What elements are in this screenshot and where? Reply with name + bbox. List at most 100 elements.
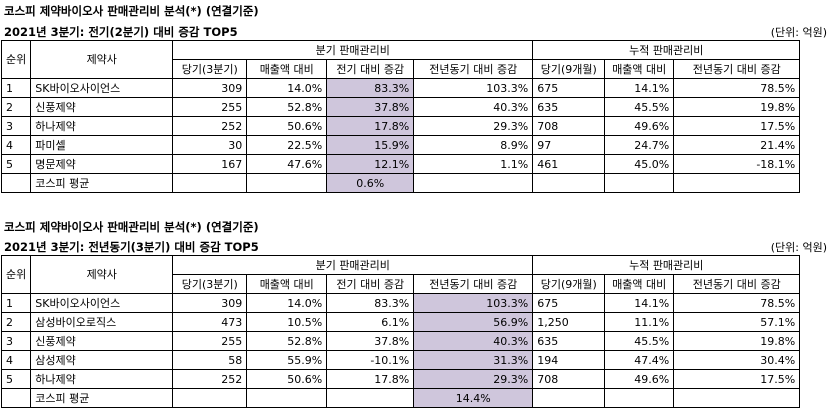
yoy-cell: 29.3% bbox=[413, 369, 534, 389]
company-cell: 신풍제약 bbox=[30, 97, 174, 117]
company-header: 제약사 bbox=[30, 255, 174, 294]
cumulative-ratio-cell: 47.4% bbox=[604, 350, 675, 370]
col-header: 전기 대비 증감 bbox=[326, 274, 415, 294]
col-header: 당기(9개월) bbox=[532, 274, 606, 294]
col-header: 당기(3분기) bbox=[172, 59, 248, 79]
rank-cell: 4 bbox=[0, 350, 32, 370]
cumulative-ratio-cell: 14.1% bbox=[604, 78, 675, 98]
quarter-ratio-cell: 22.5% bbox=[246, 135, 328, 155]
table-row: 2 신풍제약 255 52.8% 37.8% 40.3% 635 45.5% 1… bbox=[0, 97, 801, 117]
table-row: 1 SK바이오사이언스 309 14.0% 83.3% 103.3% 675 1… bbox=[0, 78, 801, 98]
table-row: 5 명문제약 167 47.6% 12.1% 1.1% 461 45.0% -1… bbox=[0, 154, 801, 174]
cumulative-yoy-cell: 17.5% bbox=[673, 116, 801, 136]
cumulative-ratio-cell: 45.5% bbox=[604, 97, 675, 117]
cumulative-yoy-cell: 57.1% bbox=[673, 312, 801, 332]
quarter-value-cell: 255 bbox=[172, 97, 248, 117]
col-header: 전기 대비 증감 bbox=[326, 59, 415, 79]
qoq-cell: 12.1% bbox=[326, 154, 415, 174]
cumulative-yoy-cell: 17.5% bbox=[673, 369, 801, 389]
quarter-ratio-cell: 47.6% bbox=[246, 154, 328, 174]
company-cell: SK바이오사이언스 bbox=[30, 78, 174, 98]
rank-cell: 2 bbox=[0, 312, 32, 332]
cumulative-ratio-cell: 49.6% bbox=[604, 116, 675, 136]
cumulative-yoy-cell: 21.4% bbox=[673, 135, 801, 155]
col-header: 당기(9개월) bbox=[532, 59, 606, 79]
company-cell: 신풍제약 bbox=[30, 331, 174, 351]
cumulative-ratio-cell: 49.6% bbox=[604, 369, 675, 389]
rank-cell: 4 bbox=[0, 135, 32, 155]
average-row: 코스피 평균 14.4% bbox=[0, 388, 801, 408]
quarter-ratio-cell: 14.0% bbox=[246, 293, 328, 313]
col-header: 매출액 대비 bbox=[246, 59, 328, 79]
table-row: 2 삼성바이오로직스 473 10.5% 6.1% 56.9% 1,250 11… bbox=[0, 312, 801, 332]
rank-cell: 3 bbox=[0, 116, 32, 136]
cumulative-yoy-cell: 78.5% bbox=[673, 293, 801, 313]
company-header: 제약사 bbox=[30, 40, 174, 79]
quarter-ratio-cell: 50.6% bbox=[246, 369, 328, 389]
section1-title: 코스피 제약바이오사 판매관리비 분석(*) (연결기준) bbox=[4, 4, 259, 18]
cumulative-ratio-cell: 11.1% bbox=[604, 312, 675, 332]
col-header: 전년동기 대비 증감 bbox=[673, 274, 801, 294]
col-header: 당기(3분기) bbox=[172, 274, 248, 294]
qoq-cell: 6.1% bbox=[326, 312, 415, 332]
average-label: 코스피 평균 bbox=[30, 173, 174, 193]
quarter-value-cell: 309 bbox=[172, 293, 248, 313]
qoq-cell: 15.9% bbox=[326, 135, 415, 155]
yoy-cell: 31.3% bbox=[413, 350, 534, 370]
cumulative-ratio-cell: 24.7% bbox=[604, 135, 675, 155]
yoy-cell: 103.3% bbox=[413, 293, 534, 313]
qoq-cell: 37.8% bbox=[326, 97, 415, 117]
qoq-cell: 83.3% bbox=[326, 78, 415, 98]
company-cell: 명문제약 bbox=[30, 154, 174, 174]
cumulative-value-cell: 708 bbox=[532, 369, 606, 389]
qoq-cell: 83.3% bbox=[326, 293, 415, 313]
average-label: 코스피 평균 bbox=[30, 388, 174, 408]
table-row: 4 파미셀 30 22.5% 15.9% 8.9% 97 24.7% 21.4% bbox=[0, 135, 801, 155]
company-cell: SK바이오사이언스 bbox=[30, 293, 174, 313]
qoq-cell: 37.8% bbox=[326, 331, 415, 351]
company-cell: 삼성바이오로직스 bbox=[30, 312, 174, 332]
yoy-cell: 8.9% bbox=[413, 135, 534, 155]
cumulative-ratio-cell: 45.0% bbox=[604, 154, 675, 174]
table-subheader-row: 당기(3분기) 매출액 대비 전기 대비 증감 전년동기 대비 증감 당기(9개… bbox=[2, 274, 801, 294]
cumulative-yoy-cell: 19.8% bbox=[673, 97, 801, 117]
table-header-row: 순위 제약사 분기 판매관리비 누적 판매관리비 bbox=[0, 40, 801, 79]
qoq-cell: 17.8% bbox=[326, 369, 415, 389]
quarter-ratio-cell: 50.6% bbox=[246, 116, 328, 136]
cumulative-yoy-cell: 19.8% bbox=[673, 331, 801, 351]
quarter-value-cell: 309 bbox=[172, 78, 248, 98]
section1-subtitle: 2021년 3분기: 전기(2분기) 대비 증감 TOP5 bbox=[4, 25, 238, 39]
cumulative-value-cell: 461 bbox=[532, 154, 606, 174]
col-header: 매출액 대비 bbox=[246, 274, 328, 294]
table-row: 5 하나제약 252 50.6% 17.8% 29.3% 708 49.6% 1… bbox=[0, 369, 801, 389]
table-row: 1 SK바이오사이언스 309 14.0% 83.3% 103.3% 675 1… bbox=[0, 293, 801, 313]
table-row: 3 신풍제약 255 52.8% 37.8% 40.3% 635 45.5% 1… bbox=[0, 331, 801, 351]
yoy-cell: 103.3% bbox=[413, 78, 534, 98]
average-value: 0.6% bbox=[326, 173, 415, 193]
section1-table: 순위 제약사 분기 판매관리비 누적 판매관리비 당기(3분기) 매출액 대비 … bbox=[0, 40, 801, 193]
rank-cell: 2 bbox=[0, 97, 32, 117]
yoy-cell: 40.3% bbox=[413, 97, 534, 117]
cumulative-value-cell: 635 bbox=[532, 331, 606, 351]
quarter-ratio-cell: 10.5% bbox=[246, 312, 328, 332]
cumulative-value-cell: 97 bbox=[532, 135, 606, 155]
quarter-group-header: 분기 판매관리비 bbox=[172, 40, 534, 60]
section2-table: 순위 제약사 분기 판매관리비 누적 판매관리비 당기(3분기) 매출액 대비 … bbox=[0, 255, 801, 408]
cumulative-value-cell: 1,250 bbox=[532, 312, 606, 332]
average-row: 코스피 평균 0.6% bbox=[0, 173, 801, 193]
rank-cell: 5 bbox=[0, 154, 32, 174]
col-header: 전년동기 대비 증감 bbox=[673, 59, 801, 79]
col-header: 전년동기 대비 증감 bbox=[413, 274, 534, 294]
company-cell: 파미셀 bbox=[30, 135, 174, 155]
quarter-ratio-cell: 55.9% bbox=[246, 350, 328, 370]
col-header: 매출액 대비 bbox=[604, 59, 675, 79]
table-row: 3 하나제약 252 50.6% 17.8% 29.3% 708 49.6% 1… bbox=[0, 116, 801, 136]
rank-cell: 5 bbox=[0, 369, 32, 389]
quarter-ratio-cell: 52.8% bbox=[246, 97, 328, 117]
cumulative-value-cell: 194 bbox=[532, 350, 606, 370]
cumulative-ratio-cell: 14.1% bbox=[604, 293, 675, 313]
company-cell: 삼성제약 bbox=[30, 350, 174, 370]
rank-header: 순위 bbox=[0, 40, 32, 79]
yoy-cell: 56.9% bbox=[413, 312, 534, 332]
yoy-cell: 40.3% bbox=[413, 331, 534, 351]
